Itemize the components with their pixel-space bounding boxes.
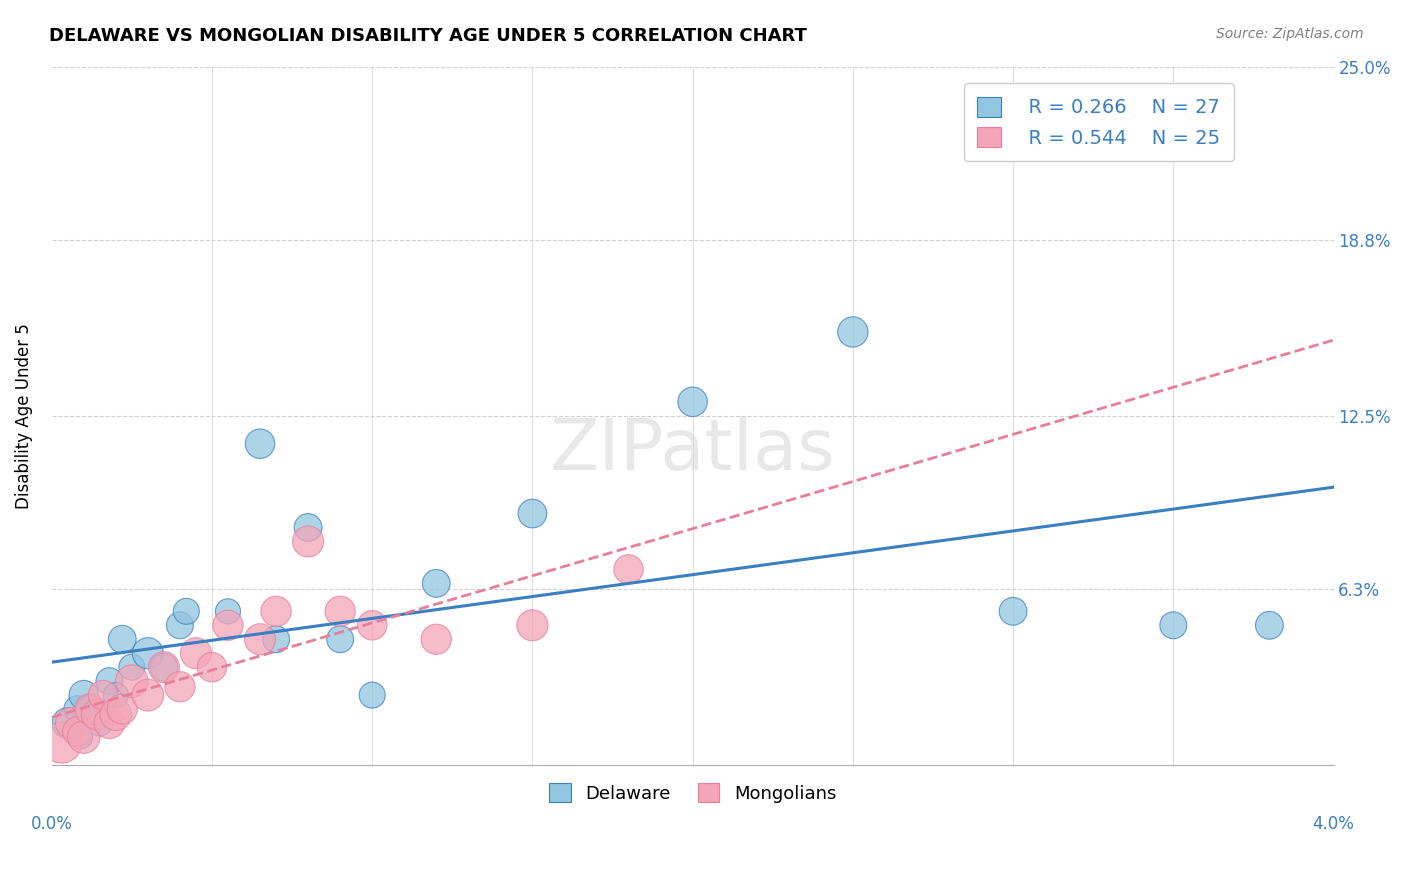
- Point: [297, 520, 319, 534]
- Point: [98, 716, 121, 731]
- Point: [425, 632, 447, 647]
- Point: [1002, 604, 1025, 618]
- Point: [522, 507, 544, 521]
- Point: [249, 632, 271, 647]
- Text: 4.0%: 4.0%: [1313, 815, 1354, 833]
- Point: [329, 604, 352, 618]
- Point: [329, 632, 352, 647]
- Point: [69, 730, 91, 744]
- Text: 0.0%: 0.0%: [31, 815, 73, 833]
- Point: [91, 688, 114, 702]
- Point: [136, 646, 159, 660]
- Point: [56, 716, 79, 731]
- Legend: Delaware, Mongolians: Delaware, Mongolians: [540, 774, 845, 812]
- Point: [111, 702, 134, 716]
- Point: [51, 736, 73, 750]
- Point: [361, 688, 384, 702]
- Point: [73, 688, 96, 702]
- Text: ZIPatlas: ZIPatlas: [550, 417, 835, 485]
- Point: [59, 716, 82, 731]
- Point: [153, 660, 176, 674]
- Point: [86, 707, 108, 722]
- Point: [842, 325, 865, 339]
- Y-axis label: Disability Age Under 5: Disability Age Under 5: [15, 323, 32, 508]
- Point: [66, 724, 89, 739]
- Point: [66, 702, 89, 716]
- Point: [249, 436, 271, 450]
- Point: [201, 660, 224, 674]
- Point: [79, 702, 101, 716]
- Point: [264, 632, 287, 647]
- Point: [1161, 618, 1184, 632]
- Point: [176, 604, 198, 618]
- Point: [153, 660, 176, 674]
- Point: [98, 674, 121, 689]
- Point: [121, 660, 143, 674]
- Point: [217, 618, 239, 632]
- Text: DELAWARE VS MONGOLIAN DISABILITY AGE UNDER 5 CORRELATION CHART: DELAWARE VS MONGOLIAN DISABILITY AGE UND…: [49, 27, 807, 45]
- Point: [361, 618, 384, 632]
- Point: [682, 394, 704, 409]
- Point: [79, 702, 101, 716]
- Point: [104, 688, 127, 702]
- Point: [297, 534, 319, 549]
- Text: Source: ZipAtlas.com: Source: ZipAtlas.com: [1216, 27, 1364, 41]
- Point: [104, 707, 127, 722]
- Point: [121, 674, 143, 689]
- Point: [73, 730, 96, 744]
- Point: [217, 604, 239, 618]
- Point: [89, 716, 111, 731]
- Point: [617, 562, 640, 576]
- Point: [111, 632, 134, 647]
- Point: [522, 618, 544, 632]
- Point: [425, 576, 447, 591]
- Point: [136, 688, 159, 702]
- Point: [169, 618, 191, 632]
- Point: [169, 680, 191, 694]
- Point: [184, 646, 207, 660]
- Point: [1258, 618, 1281, 632]
- Point: [264, 604, 287, 618]
